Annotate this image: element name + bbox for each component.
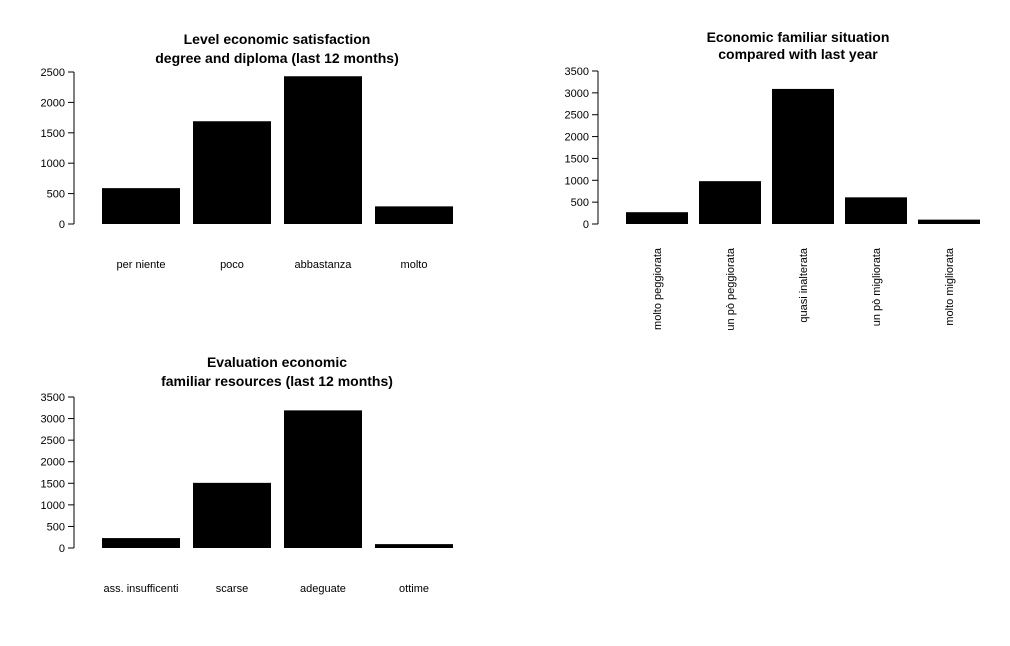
bar-4 bbox=[375, 206, 453, 224]
category-label: quasi inalterata bbox=[798, 247, 810, 322]
y-tick-label: 1000 bbox=[41, 500, 65, 512]
category-label: un pò peggiorata bbox=[725, 247, 737, 330]
chart-title-line-1: Level economic satisfaction bbox=[184, 31, 371, 47]
category-label: adeguate bbox=[300, 583, 346, 595]
category-label: scarse bbox=[216, 583, 248, 595]
category-label: ottime bbox=[399, 583, 429, 595]
chart-title-line-1: Economic familiar situation bbox=[707, 29, 890, 45]
y-tick-label: 2500 bbox=[565, 110, 589, 122]
category-label: molto migliorata bbox=[944, 247, 956, 326]
chart-title-line-2: degree and diploma (last 12 months) bbox=[155, 50, 399, 66]
category-label: molto bbox=[401, 259, 428, 271]
chart-title-line-2: familiar resources (last 12 months) bbox=[161, 373, 393, 389]
y-tick-label: 2500 bbox=[41, 67, 65, 79]
bar-4 bbox=[845, 197, 907, 224]
y-tick-label: 500 bbox=[571, 197, 589, 209]
y-tick-label: 500 bbox=[47, 189, 65, 201]
y-tick-label: 0 bbox=[583, 219, 589, 231]
bar-3 bbox=[284, 410, 362, 548]
y-tick-label: 1500 bbox=[41, 128, 65, 140]
bar-2 bbox=[699, 181, 761, 224]
y-tick-label: 2500 bbox=[41, 435, 65, 447]
y-tick-label: 3500 bbox=[565, 66, 589, 78]
chart-title-line-1: Evaluation economic bbox=[207, 354, 347, 370]
y-tick-label: 500 bbox=[47, 521, 65, 533]
chart-level-economic-satisfaction: Level economic satisfaction degree and di… bbox=[41, 31, 453, 271]
category-label: ass. insufficenti bbox=[103, 583, 178, 595]
y-tick-label: 0 bbox=[59, 219, 65, 231]
y-tick-label: 2000 bbox=[565, 132, 589, 144]
bar-2 bbox=[193, 121, 271, 224]
y-tick-label: 2000 bbox=[41, 97, 65, 109]
chart-title-line-2: compared with last year bbox=[718, 46, 878, 62]
category-label: un pò migliorata bbox=[871, 247, 883, 326]
category-label: poco bbox=[220, 259, 244, 271]
y-tick-label: 0 bbox=[59, 543, 65, 555]
y-tick-label: 3500 bbox=[41, 392, 65, 404]
bar-5 bbox=[918, 219, 980, 224]
chart-evaluation-economic-resources: Evaluation economic familiar resources (l… bbox=[41, 354, 453, 595]
bar-3 bbox=[772, 88, 834, 225]
category-label: molto peggiorata bbox=[652, 247, 664, 330]
y-tick-label: 2000 bbox=[41, 457, 65, 469]
category-label: abbastanza bbox=[295, 259, 353, 271]
y-tick-label: 1000 bbox=[565, 175, 589, 187]
bar-1 bbox=[102, 538, 180, 548]
y-tick-label: 3000 bbox=[41, 414, 65, 426]
y-tick-label: 1000 bbox=[41, 158, 65, 170]
bar-1 bbox=[102, 188, 180, 224]
y-tick-label: 1500 bbox=[41, 478, 65, 490]
bar-1 bbox=[626, 212, 688, 224]
y-tick-label: 1500 bbox=[565, 153, 589, 165]
bar-3 bbox=[284, 76, 362, 224]
y-tick-label: 3000 bbox=[565, 88, 589, 100]
category-label: per niente bbox=[117, 259, 166, 271]
bar-4 bbox=[375, 544, 453, 548]
bar-2 bbox=[193, 482, 271, 548]
